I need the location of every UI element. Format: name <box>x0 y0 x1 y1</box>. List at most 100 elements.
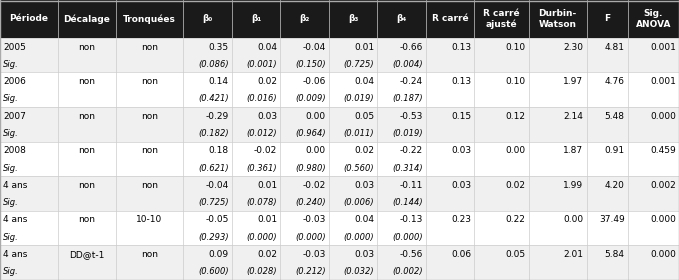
Text: 0.35: 0.35 <box>208 43 229 52</box>
Text: (0.421): (0.421) <box>198 94 229 103</box>
Text: -0.56: -0.56 <box>399 250 423 259</box>
Text: 0.14: 0.14 <box>208 77 229 86</box>
Text: 5.48: 5.48 <box>604 112 625 121</box>
Text: 0.13: 0.13 <box>452 77 471 86</box>
Text: Sig.: Sig. <box>3 60 19 69</box>
Text: non: non <box>78 112 95 121</box>
Text: 0.23: 0.23 <box>452 216 471 225</box>
Text: 0.03: 0.03 <box>354 181 374 190</box>
Text: 0.02: 0.02 <box>354 146 374 155</box>
Text: 0.12: 0.12 <box>506 112 526 121</box>
Text: (0.009): (0.009) <box>295 94 326 103</box>
Text: Sig.: Sig. <box>3 267 19 276</box>
Text: 0.18: 0.18 <box>208 146 229 155</box>
Text: R carré
ajusté: R carré ajusté <box>483 9 520 29</box>
Text: -0.53: -0.53 <box>399 112 423 121</box>
Text: 2.30: 2.30 <box>564 43 583 52</box>
Text: 1.87: 1.87 <box>564 146 583 155</box>
Text: 0.00: 0.00 <box>564 216 583 225</box>
Text: (0.002): (0.002) <box>392 267 423 276</box>
Text: 37.49: 37.49 <box>599 216 625 225</box>
Text: 0.02: 0.02 <box>506 181 526 190</box>
Bar <box>0 0 679 38</box>
Text: (0.980): (0.980) <box>295 164 326 172</box>
Text: 0.10: 0.10 <box>505 77 526 86</box>
Text: (0.000): (0.000) <box>295 233 326 242</box>
Text: (0.000): (0.000) <box>392 233 423 242</box>
Text: (0.012): (0.012) <box>246 129 277 138</box>
Text: (0.016): (0.016) <box>246 94 277 103</box>
Text: β₀: β₀ <box>202 14 213 24</box>
Text: 0.02: 0.02 <box>257 77 277 86</box>
Text: (0.150): (0.150) <box>295 60 326 69</box>
Text: 0.91: 0.91 <box>604 146 625 155</box>
Text: Tronquées: Tronquées <box>123 14 176 24</box>
Text: -0.24: -0.24 <box>400 77 423 86</box>
Text: non: non <box>141 77 158 86</box>
Text: Période: Période <box>10 14 48 24</box>
Bar <box>0 176 679 211</box>
Text: 0.04: 0.04 <box>257 43 277 52</box>
Text: Sig.: Sig. <box>3 164 19 172</box>
Text: (0.000): (0.000) <box>246 233 277 242</box>
Text: β₂: β₂ <box>299 14 310 24</box>
Text: 0.000: 0.000 <box>650 112 676 121</box>
Text: 1.97: 1.97 <box>564 77 583 86</box>
Text: 2008: 2008 <box>3 146 26 155</box>
Text: (0.314): (0.314) <box>392 164 423 172</box>
Text: β₄: β₄ <box>397 14 407 24</box>
Text: (0.000): (0.000) <box>344 233 374 242</box>
Text: (0.032): (0.032) <box>344 267 374 276</box>
Text: 0.00: 0.00 <box>306 146 326 155</box>
Bar <box>0 73 679 107</box>
Text: (0.011): (0.011) <box>344 129 374 138</box>
Text: 0.04: 0.04 <box>354 216 374 225</box>
Text: 4.81: 4.81 <box>604 43 625 52</box>
Text: 2007: 2007 <box>3 112 26 121</box>
Text: -0.05: -0.05 <box>205 216 229 225</box>
Text: 2.14: 2.14 <box>564 112 583 121</box>
Bar <box>0 107 679 142</box>
Bar <box>0 245 679 280</box>
Text: -0.06: -0.06 <box>302 77 326 86</box>
Text: 0.001: 0.001 <box>650 77 676 86</box>
Text: -0.22: -0.22 <box>400 146 423 155</box>
Text: β₁: β₁ <box>251 14 261 24</box>
Text: 0.10: 0.10 <box>505 43 526 52</box>
Text: 1.99: 1.99 <box>564 181 583 190</box>
Text: (0.028): (0.028) <box>246 267 277 276</box>
Text: 2006: 2006 <box>3 77 26 86</box>
Text: -0.11: -0.11 <box>399 181 423 190</box>
Text: 0.15: 0.15 <box>452 112 471 121</box>
Text: 2005: 2005 <box>3 43 26 52</box>
Text: Décalage: Décalage <box>63 14 110 24</box>
Text: 0.01: 0.01 <box>354 43 374 52</box>
Text: 4 ans: 4 ans <box>3 216 27 225</box>
Text: -0.29: -0.29 <box>205 112 229 121</box>
Text: 0.001: 0.001 <box>650 43 676 52</box>
Text: non: non <box>78 146 95 155</box>
Bar <box>0 211 679 245</box>
Text: 0.09: 0.09 <box>208 250 229 259</box>
Text: 4 ans: 4 ans <box>3 181 27 190</box>
Text: 0.05: 0.05 <box>505 250 526 259</box>
Text: non: non <box>78 181 95 190</box>
Text: Sig.: Sig. <box>3 198 19 207</box>
Text: Sig.
ANOVA: Sig. ANOVA <box>636 9 671 29</box>
Text: 0.01: 0.01 <box>257 216 277 225</box>
Text: (0.144): (0.144) <box>392 198 423 207</box>
Text: 0.13: 0.13 <box>452 43 471 52</box>
Text: -0.02: -0.02 <box>254 146 277 155</box>
Text: non: non <box>141 112 158 121</box>
Text: (0.019): (0.019) <box>392 129 423 138</box>
Text: (0.187): (0.187) <box>392 94 423 103</box>
Text: (0.964): (0.964) <box>295 129 326 138</box>
Text: 0.03: 0.03 <box>452 181 471 190</box>
Text: 0.04: 0.04 <box>354 77 374 86</box>
Text: (0.182): (0.182) <box>198 129 229 138</box>
Text: 0.459: 0.459 <box>650 146 676 155</box>
Text: -0.03: -0.03 <box>302 250 326 259</box>
Text: (0.004): (0.004) <box>392 60 423 69</box>
Text: 0.00: 0.00 <box>306 112 326 121</box>
Text: (0.600): (0.600) <box>198 267 229 276</box>
